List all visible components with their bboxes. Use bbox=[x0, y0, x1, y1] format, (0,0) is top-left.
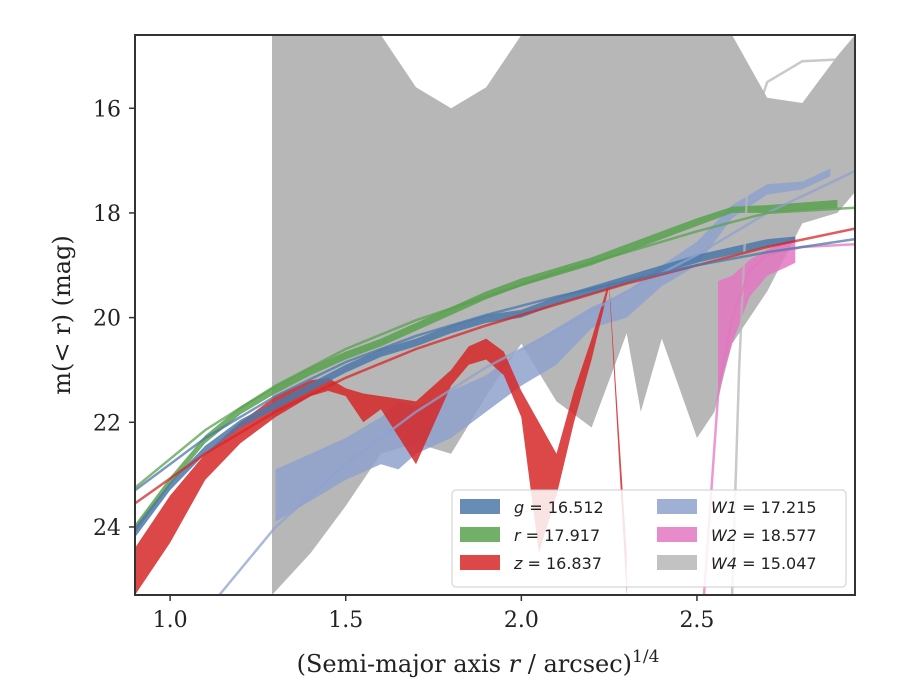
plot-frame bbox=[134, 34, 856, 596]
y-tick-label: 20 bbox=[93, 307, 121, 332]
x-tick-label: 1.0 bbox=[153, 608, 188, 633]
legend-swatch-w1 bbox=[657, 499, 697, 514]
legend-label-w1: W1 = 17.215 bbox=[711, 498, 817, 517]
legend-swatch-r bbox=[460, 527, 500, 542]
legend-label-w4: W4 = 15.047 bbox=[711, 554, 817, 573]
y-tick-label: 16 bbox=[93, 97, 121, 122]
legend-swatch-z bbox=[460, 555, 500, 570]
legend-swatch-w2 bbox=[657, 527, 697, 542]
x-tick-label: 1.5 bbox=[328, 608, 363, 633]
y-ticks: 16 18 20 22 24 bbox=[93, 97, 135, 541]
fit-line-z bbox=[135, 227, 855, 505]
legend-label-r: r = 17.917 bbox=[514, 526, 600, 545]
x-tick-label: 2.5 bbox=[679, 608, 714, 633]
y-axis-label: m(< r) (mag) bbox=[48, 235, 76, 394]
fit-line-r bbox=[135, 206, 855, 489]
legend-swatch-g bbox=[460, 499, 500, 514]
band-w2 bbox=[718, 236, 796, 391]
fit-line-w4 bbox=[730, 57, 855, 595]
series-layer bbox=[135, 35, 855, 595]
band-w4 bbox=[272, 35, 855, 595]
legend-label-w2: W2 = 18.577 bbox=[711, 526, 817, 545]
x-tick-label: 2.0 bbox=[504, 608, 539, 633]
x-ticks: 1.0 1.5 2.0 2.5 bbox=[153, 595, 714, 633]
legend-frame bbox=[451, 489, 847, 588]
legend: g = 16.512 r = 17.917 z = 16.837 W1 = 17.21… bbox=[451, 489, 847, 588]
legend-label-g: g = 16.512 bbox=[514, 498, 604, 517]
legend-label-z: z = 16.837 bbox=[513, 554, 602, 573]
fit-line-g bbox=[135, 237, 855, 492]
legend-swatch-w4 bbox=[657, 555, 697, 570]
y-tick-label: 22 bbox=[93, 411, 121, 436]
y-tick-label: 24 bbox=[93, 516, 121, 541]
fit-line-w1 bbox=[218, 169, 855, 595]
y-tick-label: 18 bbox=[93, 202, 121, 227]
x-axis-label: (Semi-major axis r / arcsec)1/4 bbox=[297, 647, 660, 678]
